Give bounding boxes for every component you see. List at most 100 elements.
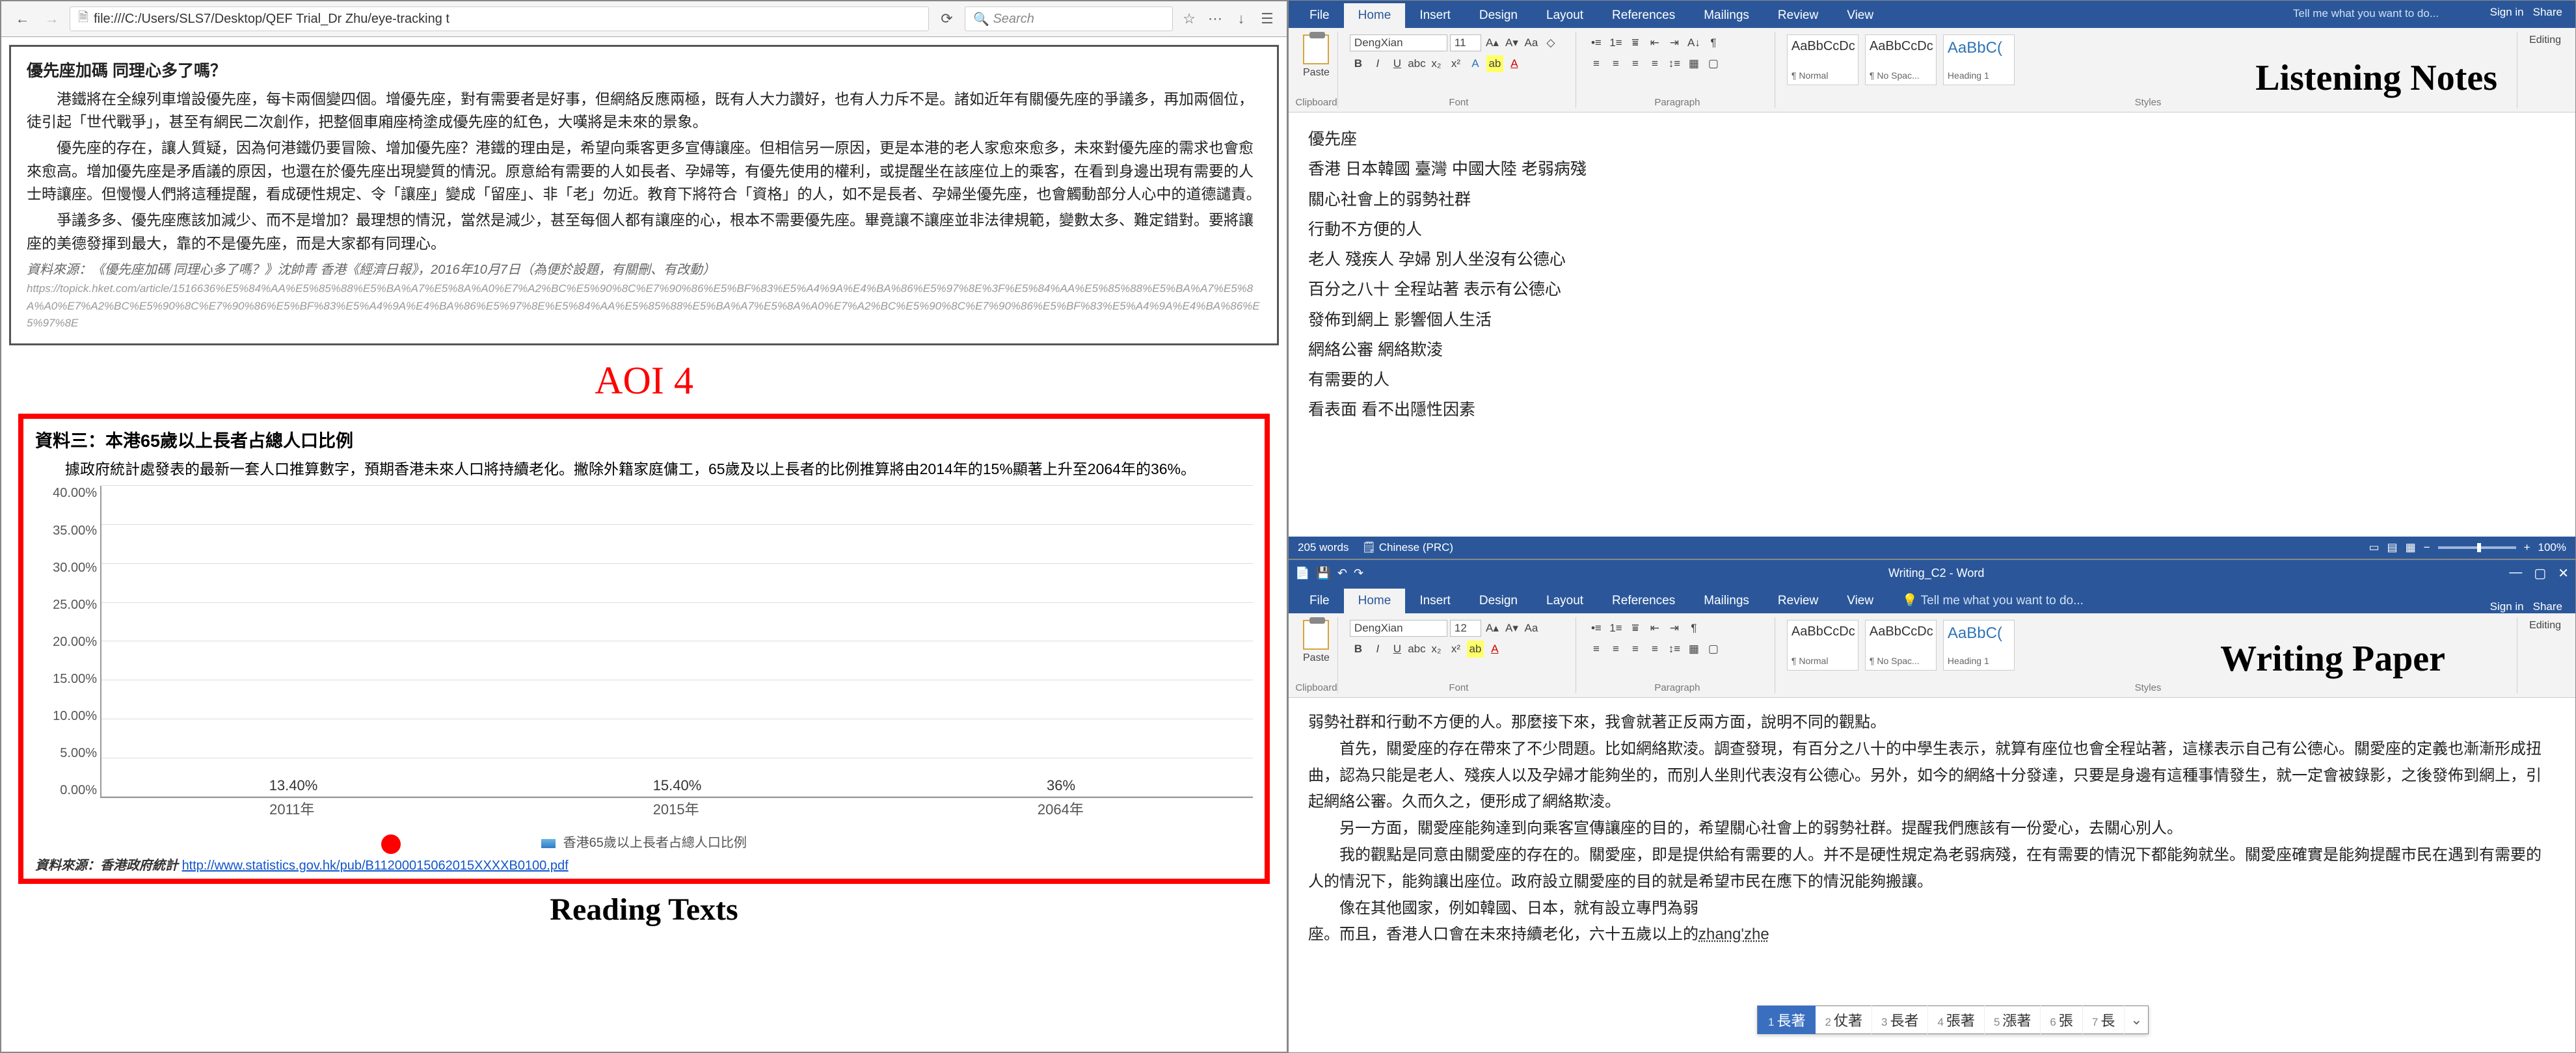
grow-font-icon[interactable]: A▴ xyxy=(1484,34,1501,51)
font-color-icon[interactable]: A xyxy=(1486,641,1503,658)
indent-inc-icon[interactable]: ⇥ xyxy=(1666,620,1683,637)
ime-candidate[interactable]: 5漲著 xyxy=(1985,1006,2041,1034)
editing-menu[interactable]: Editing xyxy=(2529,620,2561,632)
tab-file[interactable]: File xyxy=(1295,3,1344,28)
subscript-icon[interactable]: x₂ xyxy=(1428,55,1445,72)
line-spacing-icon[interactable]: ↕≡ xyxy=(1666,641,1683,658)
align-center-icon[interactable]: ≡ xyxy=(1607,641,1624,658)
editing-menu[interactable]: Editing xyxy=(2529,34,2561,46)
strike-icon[interactable]: abc xyxy=(1408,55,1425,72)
ime-candidate[interactable]: 2仗著 xyxy=(1816,1006,1872,1034)
underline-icon[interactable]: U xyxy=(1389,55,1406,72)
indent-inc-icon[interactable]: ⇥ xyxy=(1666,34,1683,51)
ime-more-icon[interactable]: ⌄ xyxy=(2125,1011,2148,1028)
align-left-icon[interactable]: ≡ xyxy=(1588,641,1605,658)
superscript-icon[interactable]: x² xyxy=(1447,641,1464,658)
sort-icon[interactable]: A↓ xyxy=(1685,34,1702,51)
justify-icon[interactable]: ≡ xyxy=(1646,641,1663,658)
tab-design[interactable]: Design xyxy=(1465,589,1532,613)
subscript-icon[interactable]: x₂ xyxy=(1428,641,1445,658)
shading-icon[interactable]: ▦ xyxy=(1685,641,1702,658)
tab-view[interactable]: View xyxy=(1832,3,1888,28)
tab-insert[interactable]: Insert xyxy=(1405,3,1465,28)
url-bar[interactable]: 🗎 file:///C:/Users/SLS7/Desktop/QEF Tria… xyxy=(70,7,929,31)
font-size-combo[interactable]: 12 xyxy=(1450,620,1481,637)
multilevel-icon[interactable]: ⩸ xyxy=(1627,620,1644,637)
redo-icon[interactable]: ↷ xyxy=(1354,566,1363,580)
bullets-icon[interactable]: •≡ xyxy=(1588,620,1605,637)
shrink-font-icon[interactable]: A▾ xyxy=(1503,620,1520,637)
bookmarks-icon[interactable]: ⋯ xyxy=(1205,10,1225,27)
tell-me[interactable]: 💡 Tell me what you want to do... xyxy=(1888,587,2098,613)
paste-button[interactable]: Paste xyxy=(1303,34,1330,79)
shading-icon[interactable]: ▦ xyxy=(1685,55,1702,72)
numbering-icon[interactable]: 1≡ xyxy=(1607,34,1624,51)
style-heading1[interactable]: AaBbC( Heading 1 xyxy=(1943,620,2015,671)
paste-button[interactable]: Paste xyxy=(1303,620,1330,664)
tab-references[interactable]: References xyxy=(1598,589,1689,613)
tab-review[interactable]: Review xyxy=(1764,589,1832,613)
bold-icon[interactable]: B xyxy=(1350,55,1367,72)
borders-icon[interactable]: ▢ xyxy=(1705,55,1722,72)
view-web-icon[interactable]: ▦ xyxy=(2406,541,2416,554)
tab-mailings[interactable]: Mailings xyxy=(1689,3,1764,28)
show-marks-icon[interactable]: ¶ xyxy=(1685,620,1702,637)
line-spacing-icon[interactable]: ↕≡ xyxy=(1666,55,1683,72)
align-center-icon[interactable]: ≡ xyxy=(1607,55,1624,72)
style-nospacing[interactable]: AaBbCcDc ¶ No Spac... xyxy=(1865,620,1937,671)
change-case-icon[interactable]: Aa xyxy=(1523,620,1540,637)
writing-document[interactable]: 弱勢社群和行動不方便的人。那麼接下來，我會就著正反兩方面，說明不同的觀點。 首先… xyxy=(1289,698,2575,1052)
zoom-slider[interactable] xyxy=(2438,546,2516,549)
tab-design[interactable]: Design xyxy=(1465,3,1532,28)
indent-dec-icon[interactable]: ⇤ xyxy=(1646,620,1663,637)
font-name-combo[interactable]: DengXian xyxy=(1350,34,1447,51)
change-case-icon[interactable]: Aa xyxy=(1523,34,1540,51)
save-icon[interactable]: 💾 xyxy=(1316,566,1330,580)
align-right-icon[interactable]: ≡ xyxy=(1627,55,1644,72)
multilevel-icon[interactable]: ⩸ xyxy=(1627,34,1644,51)
font-name-combo[interactable]: DengXian xyxy=(1350,620,1447,637)
ime-candidate[interactable]: 4張著 xyxy=(1928,1006,1984,1034)
numbering-icon[interactable]: 1≡ xyxy=(1607,620,1624,637)
ime-candidate-bar[interactable]: 1長著2仗著3長者4張著5漲著6張7長⌄ xyxy=(1757,1006,2149,1034)
align-right-icon[interactable]: ≡ xyxy=(1627,641,1644,658)
style-normal[interactable]: AaBbCcDc ¶ Normal xyxy=(1787,620,1858,671)
tab-review[interactable]: Review xyxy=(1764,3,1832,28)
borders-icon[interactable]: ▢ xyxy=(1705,641,1722,658)
tab-home[interactable]: Home xyxy=(1344,3,1406,28)
signin-link[interactable]: Sign in xyxy=(2490,600,2524,613)
view-print-icon[interactable]: ▤ xyxy=(2387,541,2398,554)
tab-view[interactable]: View xyxy=(1832,589,1888,613)
chart-source-link[interactable]: http://www.statistics.gov.hk/pub/B112000… xyxy=(182,859,569,873)
share-button[interactable]: Share xyxy=(2533,600,2562,613)
align-left-icon[interactable]: ≡ xyxy=(1588,55,1605,72)
grow-font-icon[interactable]: A▴ xyxy=(1484,620,1501,637)
tab-mailings[interactable]: Mailings xyxy=(1689,589,1764,613)
tab-insert[interactable]: Insert xyxy=(1405,589,1465,613)
italic-icon[interactable]: I xyxy=(1369,55,1386,72)
italic-icon[interactable]: I xyxy=(1369,641,1386,658)
signin-link[interactable]: Sign in xyxy=(2490,6,2524,19)
ime-candidate[interactable]: 7長 xyxy=(2083,1006,2125,1034)
share-button[interactable]: Share xyxy=(2533,6,2562,19)
star-icon[interactable]: ☆ xyxy=(1179,10,1199,27)
highlight-icon[interactable]: ab xyxy=(1486,55,1503,72)
tab-references[interactable]: References xyxy=(1598,3,1689,28)
font-size-combo[interactable]: 11 xyxy=(1450,34,1481,51)
browser-search[interactable]: 🔍 Search xyxy=(965,7,1173,31)
tab-layout[interactable]: Layout xyxy=(1532,589,1598,613)
ime-candidate[interactable]: 3長者 xyxy=(1872,1006,1928,1034)
zoom-level[interactable]: 100% xyxy=(2538,541,2566,554)
reload-button[interactable]: ⟳ xyxy=(935,8,958,31)
tab-home[interactable]: Home xyxy=(1344,589,1406,613)
back-button[interactable]: ← xyxy=(11,8,34,31)
style-normal[interactable]: AaBbCcDc ¶ Normal xyxy=(1787,34,1858,85)
close-icon[interactable]: ✕ xyxy=(2558,565,2569,581)
tab-file[interactable]: File xyxy=(1295,589,1344,613)
clear-format-icon[interactable]: ◇ xyxy=(1542,34,1559,51)
bullets-icon[interactable]: •≡ xyxy=(1588,34,1605,51)
style-nospacing[interactable]: AaBbCcDc ¶ No Spac... xyxy=(1865,34,1937,85)
tab-layout[interactable]: Layout xyxy=(1532,3,1598,28)
justify-icon[interactable]: ≡ xyxy=(1646,55,1663,72)
notes-document[interactable]: 優先座香港 日本韓國 臺灣 中國大陸 老弱病殘關心社會上的弱勢社群行動不方便的人… xyxy=(1289,113,2575,537)
